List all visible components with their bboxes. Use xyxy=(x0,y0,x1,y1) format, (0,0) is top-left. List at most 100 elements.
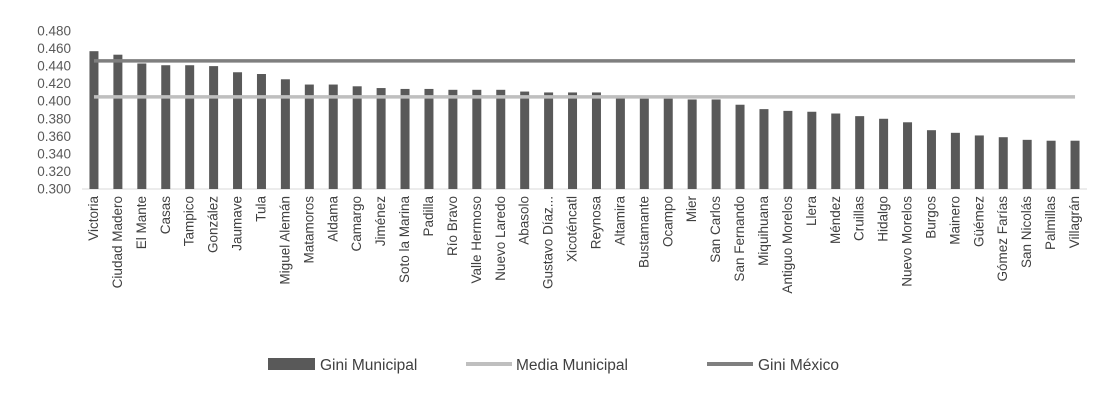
y-axis: 0.300 0.320 0.340 0.360 0.380 0.400 0.420 0.440… xyxy=(37,24,1087,197)
bar-27 xyxy=(711,99,721,189)
category-label: Mier xyxy=(684,195,699,222)
legend-label: Gini México xyxy=(758,357,839,374)
category-label: Gómez Farías xyxy=(995,196,1010,282)
y-tick-label: 0.320 xyxy=(37,164,71,179)
category-label: Méndez xyxy=(828,196,843,244)
bar-16 xyxy=(448,89,458,189)
bar-12 xyxy=(352,86,362,189)
legend-label: Gini Municipal xyxy=(320,357,417,374)
bar-37 xyxy=(950,132,960,189)
bar-1 xyxy=(89,51,99,189)
category-label: Burgos xyxy=(924,196,939,239)
bar-9 xyxy=(280,79,290,189)
bar-24 xyxy=(639,98,649,189)
y-tick-label: 0.400 xyxy=(37,94,71,109)
bar-10 xyxy=(304,84,314,189)
bar-33 xyxy=(855,116,865,189)
legend-label: Media Municipal xyxy=(516,357,628,374)
bar-8 xyxy=(256,74,266,189)
y-tick-label: 0.300 xyxy=(37,182,71,197)
bar-13 xyxy=(376,88,386,189)
y-tick-label: 0.420 xyxy=(37,76,71,91)
category-label: Cruillas xyxy=(852,196,867,241)
bar-42 xyxy=(1070,140,1080,189)
y-tick-label: 0.480 xyxy=(37,24,71,39)
category-label: Mainero xyxy=(947,196,962,245)
category-label: Nuevo Laredo xyxy=(493,196,508,281)
category-label: Güémez xyxy=(971,196,986,247)
bar-2 xyxy=(113,54,123,190)
bar-7 xyxy=(233,72,243,189)
bar-38 xyxy=(974,135,984,189)
bar-25 xyxy=(663,98,673,189)
category-label: San Nicolás xyxy=(1019,196,1034,268)
bar-19 xyxy=(520,91,530,189)
y-tick-label: 0.440 xyxy=(37,59,71,74)
bar-30 xyxy=(783,110,793,189)
category-label: Ciudad Madero xyxy=(110,196,125,288)
category-label: Miquihuana xyxy=(756,196,771,266)
legend: Gini Municipal Media Municipal Gini México xyxy=(268,357,839,374)
category-label: Río Bravo xyxy=(445,196,460,256)
category-label: Casas xyxy=(158,196,173,235)
category-label: Xicoténcatl xyxy=(565,196,580,262)
category-label: Tula xyxy=(254,196,269,222)
category-label: Jiménez xyxy=(373,196,388,247)
category-label: Hidalgo xyxy=(876,196,891,242)
category-label: González xyxy=(206,196,221,253)
category-label: Villagrán xyxy=(1067,196,1082,248)
category-label: Jaumave xyxy=(230,196,245,251)
bar-36 xyxy=(926,130,936,189)
category-label: Victoria xyxy=(86,196,101,241)
bar-35 xyxy=(903,122,913,189)
category-label: Nuevo Morelos xyxy=(900,196,915,287)
category-label: Miguel Alemán xyxy=(277,196,292,285)
bar-14 xyxy=(400,88,410,189)
category-label: Matamoros xyxy=(301,196,316,264)
category-label: Llera xyxy=(804,196,819,227)
category-label: Aldama xyxy=(325,196,340,242)
category-label: Ocampo xyxy=(660,196,675,247)
y-tick-label: 0.380 xyxy=(37,111,71,126)
bar-26 xyxy=(687,99,697,189)
x-axis: Victoria Ciudad Madero El Mante Casas Tampic… xyxy=(86,195,1082,293)
y-tick-label: 0.340 xyxy=(37,146,71,161)
bar-29 xyxy=(759,109,769,189)
bar-31 xyxy=(807,111,817,189)
category-label: Camargo xyxy=(349,196,364,252)
bar-18 xyxy=(496,89,506,189)
category-label: Altamira xyxy=(612,196,627,246)
bar-20 xyxy=(544,92,554,189)
category-label: Soto la Marina xyxy=(397,196,412,284)
category-label: Antiguo Morelos xyxy=(780,196,795,294)
bar-40 xyxy=(1022,139,1032,189)
bar-21 xyxy=(568,92,578,189)
category-label: Palmillas xyxy=(1043,196,1058,250)
bar-41 xyxy=(1046,140,1056,189)
category-label: Abasolo xyxy=(517,196,532,245)
bar-28 xyxy=(735,104,745,189)
y-tick-label: 0.360 xyxy=(37,129,71,144)
bar-15 xyxy=(424,88,434,189)
bar-23 xyxy=(615,96,625,189)
category-label: San Fernando xyxy=(732,196,747,282)
bar-4 xyxy=(161,65,171,189)
bar-11 xyxy=(328,84,338,189)
bar-22 xyxy=(591,92,601,189)
bar-34 xyxy=(879,118,889,189)
bar-17 xyxy=(472,89,482,189)
category-label: Valle Hermoso xyxy=(469,196,484,284)
bar-32 xyxy=(831,113,841,189)
category-label: Gustavo Díaz... xyxy=(541,196,556,289)
legend-swatch-gini-municipal xyxy=(268,358,315,370)
y-tick-label: 0.460 xyxy=(37,41,71,56)
category-label: Bustamante xyxy=(636,196,651,268)
category-label: Reynosa xyxy=(589,196,604,250)
bars-group xyxy=(89,51,1080,190)
category-label: Tampico xyxy=(182,196,197,246)
bar-3 xyxy=(137,63,147,189)
bar-5 xyxy=(185,65,195,189)
reference-lines xyxy=(93,59,1076,99)
